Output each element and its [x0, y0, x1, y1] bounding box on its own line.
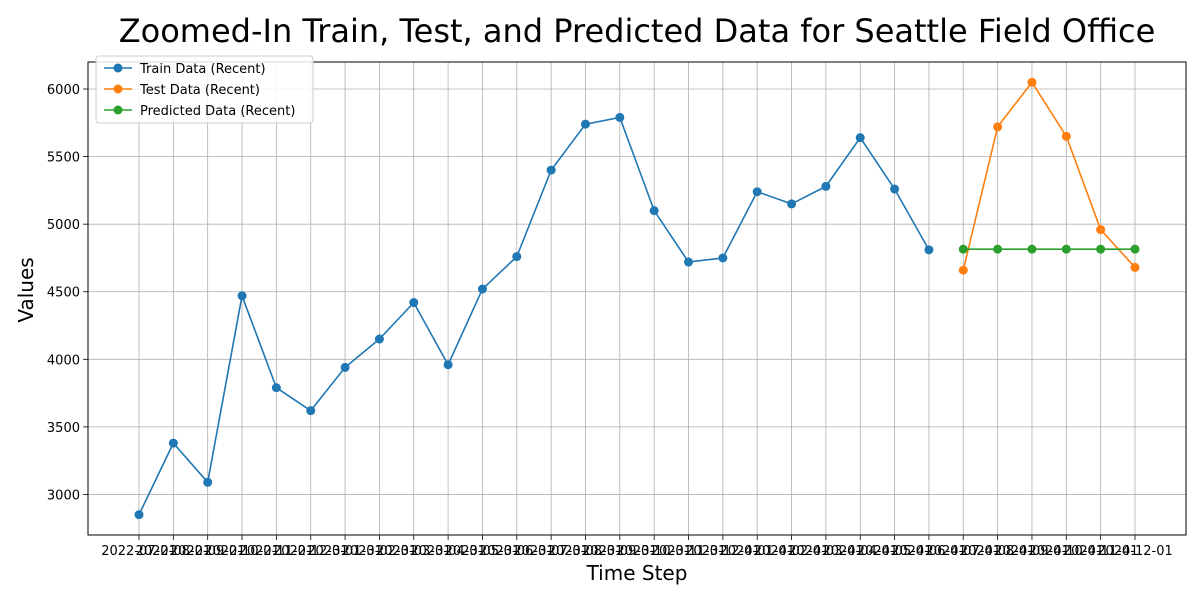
test-data-recent-line — [962, 80, 1136, 271]
grid-lines — [88, 62, 1186, 535]
train-data-recent-point — [340, 362, 350, 372]
x-axis-label: Time Step — [586, 561, 688, 585]
train-data-recent-point — [855, 133, 865, 143]
train-data-recent-point — [203, 477, 213, 487]
x-tick-label: 2022-12-01 — [273, 544, 349, 559]
train-data-recent-point — [237, 291, 247, 301]
chart-title: Zoomed-In Train, Test, and Predicted Dat… — [119, 12, 1156, 50]
y-tick-label: 3000 — [47, 488, 80, 503]
train-data-recent-point — [890, 184, 900, 194]
test-data-recent-point — [1130, 262, 1140, 272]
x-tick-label: 2023-12-01 — [685, 544, 761, 559]
train-data-recent-point — [168, 438, 178, 448]
x-tick-label: 2024-03-01 — [788, 544, 864, 559]
x-tick-label: 2024-05-01 — [857, 544, 933, 559]
test-data-recent-point — [1096, 225, 1106, 235]
x-tick-label: 2023-05-01 — [445, 544, 521, 559]
y-tick-label: 4500 — [47, 286, 80, 301]
y-tick-label: 5500 — [47, 151, 80, 166]
x-tick-label: 2024-01-01 — [719, 544, 795, 559]
train-data-recent-point — [580, 119, 590, 129]
test-data-recent-point — [958, 265, 968, 275]
x-tick-label: 2023-01-01 — [307, 544, 383, 559]
y-tick-label: 4000 — [47, 353, 80, 368]
x-tick-label: 2023-09-01 — [582, 544, 658, 559]
x-tick-label: 2023-08-01 — [548, 544, 624, 559]
train-data-recent-point — [684, 257, 694, 267]
x-tick-label: 2022-10-01 — [204, 544, 280, 559]
x-tick-label: 2023-02-01 — [342, 544, 418, 559]
x-tick-label: 2024-07-01 — [925, 544, 1001, 559]
test-data-recent-point — [993, 122, 1003, 132]
x-tick-label: 2022-09-01 — [170, 544, 246, 559]
x-tick-label: 2023-04-01 — [410, 544, 486, 559]
predicted-data-recent-point — [1027, 244, 1037, 254]
x-tick-label: 2024-06-01 — [891, 544, 967, 559]
y-tick-label: 6000 — [47, 83, 80, 98]
x-axis-ticks: 2022-07-012022-08-012022-09-012022-10-01… — [101, 535, 1173, 559]
train-data-recent-point — [821, 181, 831, 191]
train-data-recent-point — [546, 165, 556, 175]
train-data-recent-point — [718, 253, 728, 263]
x-tick-label: 2023-10-01 — [616, 544, 692, 559]
legend-marker-test-data-recent — [113, 84, 123, 94]
train-data-recent-point — [787, 199, 797, 209]
predicted-data-recent-point — [1130, 244, 1140, 254]
test-data-recent-point — [1061, 131, 1071, 141]
legend-label-predicted-data-recent: Predicted Data (Recent) — [140, 104, 295, 119]
test-data-recent-point — [1027, 77, 1037, 87]
predicted-data-recent-point — [1061, 244, 1071, 254]
train-data-recent-line — [138, 116, 930, 516]
train-data-recent-point — [306, 406, 316, 416]
predicted-data-recent-point — [1096, 244, 1106, 254]
legend-marker-train-data-recent — [113, 63, 123, 73]
series-layer — [134, 77, 1140, 520]
train-data-recent-point — [649, 206, 659, 216]
x-tick-label: 2024-02-01 — [754, 544, 830, 559]
legend-label-test-data-recent: Test Data (Recent) — [139, 83, 260, 98]
x-tick-label: 2023-06-01 — [479, 544, 555, 559]
train-data-recent-point — [924, 245, 934, 255]
legend: Train Data (Recent) Test Data (Recent) Pre… — [95, 55, 314, 124]
x-tick-label: 2022-11-01 — [239, 544, 315, 559]
legend-box — [95, 55, 314, 124]
x-tick-label: 2024-11-01 — [1063, 544, 1139, 559]
y-tick-label: 5000 — [47, 218, 80, 233]
plot-area-frame — [87, 61, 1187, 536]
train-data-recent-point — [512, 252, 522, 262]
x-tick-label: 2022-07-01 — [101, 544, 177, 559]
train-data-recent-point — [477, 284, 487, 294]
train-data-recent-point — [409, 298, 419, 308]
x-tick-label: 2024-12-01 — [1097, 544, 1173, 559]
legend-label-train-data-recent: Train Data (Recent) — [139, 62, 266, 77]
x-tick-label: 2022-08-01 — [136, 544, 212, 559]
y-axis-ticks: 3000 3500 4000 4500 5000 5500 6000 — [47, 83, 88, 503]
y-tick-label: 3500 — [47, 421, 80, 436]
predicted-data-recent-point — [958, 244, 968, 254]
train-data-recent-point — [374, 334, 384, 344]
train-data-recent-point — [752, 187, 762, 197]
train-data-recent-series — [134, 112, 934, 520]
train-data-recent-point — [443, 360, 453, 370]
x-tick-label: 2023-11-01 — [651, 544, 727, 559]
predicted-data-recent-point — [993, 244, 1003, 254]
y-axis-label: Values — [14, 257, 38, 322]
train-data-recent-point — [134, 510, 144, 520]
x-tick-label: 2024-08-01 — [960, 544, 1036, 559]
x-tick-label: 2024-09-01 — [994, 544, 1070, 559]
train-data-recent-point — [271, 383, 281, 393]
x-tick-label: 2023-03-01 — [376, 544, 452, 559]
x-tick-label: 2023-07-01 — [513, 544, 589, 559]
test-data-recent-series — [958, 77, 1140, 275]
train-data-recent-point — [615, 112, 625, 122]
x-tick-label: 2024-04-01 — [822, 544, 898, 559]
x-tick-label: 2024-10-01 — [1029, 544, 1105, 559]
predicted-data-recent-series — [958, 244, 1140, 254]
legend-marker-predicted-data-recent — [113, 105, 123, 115]
